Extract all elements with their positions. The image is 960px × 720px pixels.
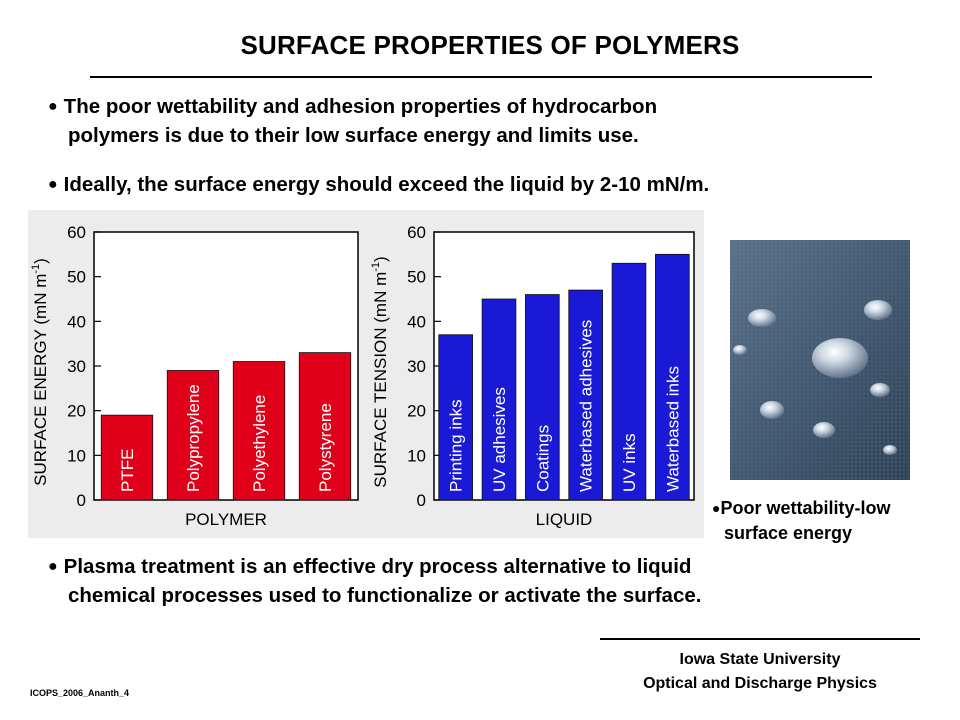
tension-category-label: Waterbased adhesives bbox=[577, 320, 596, 492]
bullet-3: ● Plasma treatment is an effective dry pr… bbox=[48, 552, 701, 610]
tension-category-label: UV adhesives bbox=[490, 387, 509, 492]
tension-bar bbox=[611, 262, 647, 501]
bullet-1-line1: The poor wettability and adhesion proper… bbox=[63, 95, 658, 118]
bullet-1: ● The poor wettability and adhesion prope… bbox=[48, 92, 657, 150]
tension-category-label: UV inks bbox=[620, 433, 639, 492]
bullet-dot-icon: ● bbox=[48, 98, 58, 115]
tension-category-label: Printing inks bbox=[447, 399, 466, 492]
energy-bar bbox=[232, 361, 286, 501]
tension-x-axis-label: LIQUID bbox=[536, 510, 593, 529]
tension-y-tick-label: 50 bbox=[407, 268, 426, 287]
surface-tension-chart: 0 10 20 30 40 50 60 Printing inks UV adhesives Co… bbox=[368, 210, 704, 538]
tension-category-label: Coatings bbox=[533, 425, 552, 492]
bullet-2-line1: Ideally, the surface energy should excee… bbox=[63, 173, 710, 196]
bullet-1-line2: polymers is due to their low surface ene… bbox=[68, 124, 639, 147]
bullet-dot-icon: ● bbox=[712, 500, 721, 516]
tension-y-tick-label: 40 bbox=[407, 312, 426, 331]
tension-bar bbox=[481, 298, 517, 501]
water-droplets-photo bbox=[730, 240, 910, 480]
tension-y-tick-label: 60 bbox=[407, 223, 426, 242]
tension-y-tick-label: 30 bbox=[407, 357, 426, 376]
energy-bar bbox=[100, 414, 154, 501]
caption-line2: surface energy bbox=[724, 523, 853, 543]
footer-group: Optical and Discharge Physics bbox=[643, 675, 877, 692]
footer-university: Iowa State University bbox=[679, 651, 841, 668]
tension-bar bbox=[568, 289, 603, 501]
tension-y-tick-label: 0 bbox=[417, 491, 426, 510]
tension-y-tick-label: 10 bbox=[407, 446, 426, 465]
tension-category-label: Waterbased inks bbox=[663, 366, 682, 492]
tension-bar bbox=[525, 294, 560, 501]
photo-caption: ●Poor wettability-low surface energy bbox=[712, 496, 890, 546]
energy-y-tick-label: 0 bbox=[77, 491, 86, 510]
energy-category-label: Polypropylene bbox=[184, 384, 203, 492]
energy-y-axis-label: SURFACE ENERGY (mN m-1) bbox=[30, 258, 50, 486]
page-title: SURFACE PROPERTIES OF POLYMERS bbox=[240, 30, 740, 60]
surface-energy-chart: 0 10 20 30 40 50 60 PTFE Polypropylene Polyethyle… bbox=[28, 210, 368, 538]
tension-bar bbox=[438, 334, 473, 501]
energy-category-label: Polystyrene bbox=[316, 403, 335, 492]
bullet-dot-icon: ● bbox=[48, 176, 58, 193]
energy-y-tick-label: 30 bbox=[67, 357, 86, 376]
energy-y-tick-label: 10 bbox=[67, 446, 86, 465]
footer-slide-id: ICOPS_2006_Ananth_4 bbox=[30, 688, 130, 698]
caption-line1: Poor wettability-low bbox=[720, 498, 891, 518]
energy-bar bbox=[166, 370, 220, 501]
title-rule bbox=[90, 76, 872, 78]
energy-category-label: PTFE bbox=[118, 449, 137, 492]
energy-y-tick-label: 50 bbox=[67, 268, 86, 287]
energy-x-axis-label: POLYMER bbox=[185, 510, 267, 529]
tension-plot-area bbox=[433, 231, 695, 501]
bullet-dot-icon: ● bbox=[48, 558, 58, 575]
energy-category-label: Polyethylene bbox=[250, 395, 269, 492]
energy-y-tick-label: 20 bbox=[67, 402, 86, 421]
footer-rule bbox=[600, 638, 920, 640]
energy-bar bbox=[298, 352, 352, 501]
bullet-2: ● Ideally, the surface energy should exce… bbox=[48, 170, 709, 199]
bullet-3-line2: chemical processes used to functionalize… bbox=[68, 584, 702, 607]
tension-bar bbox=[655, 253, 690, 501]
tension-y-tick-label: 20 bbox=[407, 402, 426, 421]
footer-affiliation: Iowa State University Optical and Discha… bbox=[590, 648, 930, 696]
tension-y-axis-label: SURFACE TENSION (mN m-1) bbox=[370, 256, 390, 487]
bullet-3-line1: Plasma treatment is an effective dry pro… bbox=[63, 555, 692, 578]
droplets-image bbox=[730, 240, 910, 480]
energy-y-tick-label: 60 bbox=[67, 223, 86, 242]
energy-y-tick-label: 40 bbox=[67, 312, 86, 331]
